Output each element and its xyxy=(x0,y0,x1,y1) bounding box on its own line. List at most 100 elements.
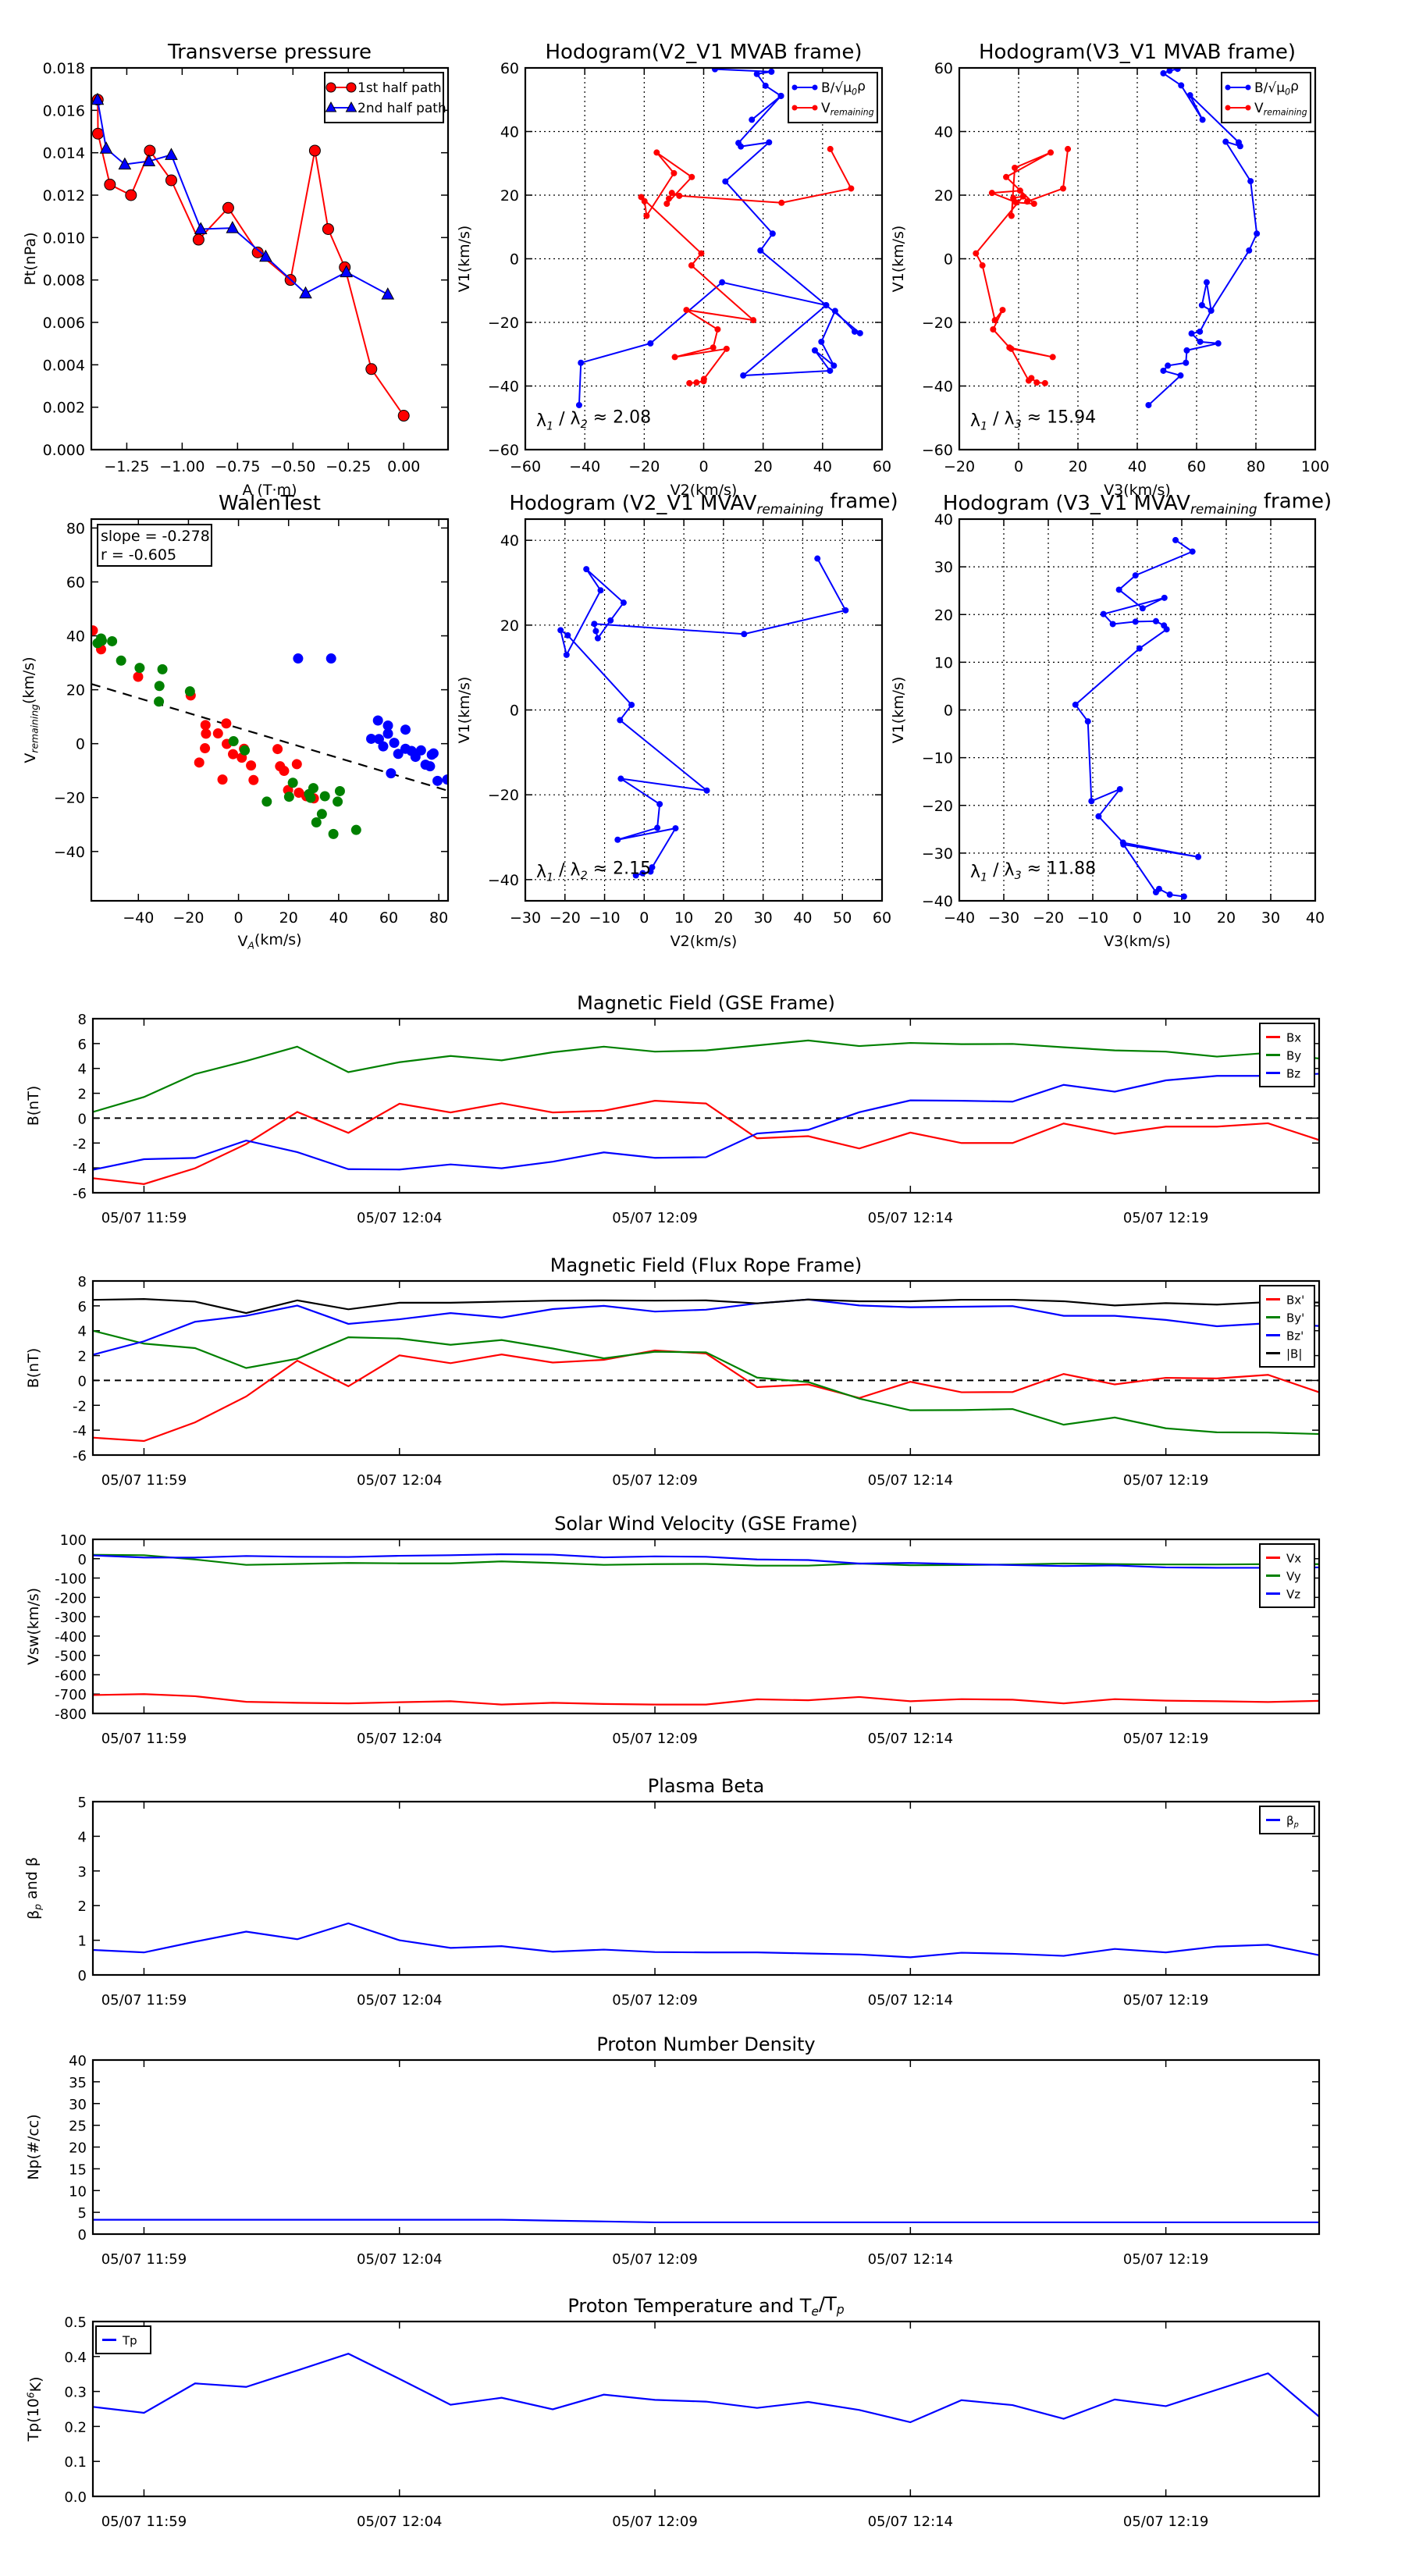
data-point xyxy=(319,791,330,802)
hodogram-v3-v1-mvav-chart: −40 −30 −20 −10 0 10 20 30 40 −40 −30 −20 −10 0 10 20 30… xyxy=(890,489,1332,950)
data-point xyxy=(564,632,571,639)
data-point xyxy=(104,178,116,190)
data-point xyxy=(1235,139,1242,146)
x-tick-label: 05/07 12:09 xyxy=(612,2251,697,2268)
data-point xyxy=(711,68,718,73)
data-point xyxy=(578,359,585,366)
data-point xyxy=(226,221,240,233)
data-point xyxy=(1246,247,1253,254)
proton-number-density-chart: 05/07 11:59 05/07 12:04 05/07 12:09 05/07 1… xyxy=(25,2033,1321,2268)
y-axis-label: B(nT) xyxy=(25,1086,42,1126)
y-tick-label: 0.016 xyxy=(43,102,85,119)
legend-label: 2nd half path xyxy=(357,101,446,116)
legend-label: B/√μ0​ρ xyxy=(821,79,866,97)
data-point xyxy=(592,628,599,635)
plot-area xyxy=(973,68,1261,408)
y-tick-label: 0 xyxy=(78,1373,87,1389)
data-point xyxy=(643,212,650,219)
data-point xyxy=(428,748,439,759)
y-tick-label: 20 xyxy=(500,617,519,635)
data-point xyxy=(575,401,582,408)
y-axis-label: Np(#/cc) xyxy=(25,2114,42,2179)
data-point xyxy=(154,696,165,707)
data-point xyxy=(670,169,678,176)
data-point xyxy=(663,201,670,208)
series-line-p xyxy=(93,1922,1319,1959)
data-point xyxy=(617,717,624,724)
x-axis-label: V2(km/s) xyxy=(670,482,738,499)
data-point xyxy=(305,792,316,803)
y-tick-label: -6 xyxy=(73,1448,87,1464)
data-point xyxy=(1254,230,1261,237)
series-line-bz xyxy=(93,1298,1319,1356)
y-tick-label: -6 xyxy=(73,1186,87,1202)
y-tick-label: −40 xyxy=(488,872,519,889)
data-point xyxy=(668,190,675,197)
y-tick-label: 5 xyxy=(78,2205,87,2222)
y-tick-label: 30 xyxy=(934,559,953,576)
axes-frame xyxy=(91,1538,1321,1715)
data-point xyxy=(1008,345,1015,352)
legend-label: |B| xyxy=(1286,1347,1302,1361)
y-tick-label: 60 xyxy=(66,574,85,591)
y-tick-label: 0.012 xyxy=(43,187,85,205)
data-point xyxy=(1155,885,1162,892)
data-point xyxy=(259,249,272,262)
data-point xyxy=(1215,340,1222,347)
series-line-bx xyxy=(93,1100,1319,1185)
x-tick-label: 0 xyxy=(639,909,649,927)
data-point xyxy=(1049,354,1056,361)
data-point xyxy=(1132,572,1139,579)
data-point xyxy=(719,279,726,286)
x-tick-label: 05/07 11:59 xyxy=(101,1992,187,2008)
data-point xyxy=(1012,164,1019,171)
data-point xyxy=(378,741,389,752)
x-tick-label: 05/07 12:14 xyxy=(868,1992,953,2008)
data-point xyxy=(283,792,294,802)
data-point xyxy=(1199,116,1206,123)
y-tick-label: 6 xyxy=(78,1299,87,1315)
chart-title: Proton Number Density xyxy=(596,2033,815,2055)
data-point xyxy=(246,760,257,771)
eigenvalue-ratio-annotation: λ1​ / λ2​ ≈ 2.08 xyxy=(536,407,651,432)
chart-title: WalenTest xyxy=(219,492,321,515)
data-point xyxy=(617,775,624,782)
data-point xyxy=(703,787,710,794)
data-point xyxy=(251,246,264,258)
x-tick-label: 20 xyxy=(279,909,298,927)
chart-title: Hodogram (V2_V1 MVAVremaining​ frame) xyxy=(509,489,898,517)
data-point xyxy=(735,140,742,147)
x-tick-label: 05/07 12:04 xyxy=(357,1992,442,2008)
y-tick-label: 0 xyxy=(78,1968,87,1984)
data-point xyxy=(325,653,336,664)
data-point xyxy=(1003,173,1010,180)
data-point xyxy=(723,345,730,352)
x-tick-label: 05/07 11:59 xyxy=(101,1472,187,1489)
y-tick-label: 20 xyxy=(69,2140,87,2157)
x-tick-label: −20 xyxy=(550,909,581,927)
data-point xyxy=(778,199,785,206)
data-point xyxy=(1041,379,1048,386)
plot-area xyxy=(91,625,448,839)
x-tick-label: 40 xyxy=(813,458,832,475)
x-tick-label: 80 xyxy=(429,909,448,927)
plot-area xyxy=(93,1039,1319,1185)
x-tick-label: 60 xyxy=(379,909,398,927)
y-tick-label: 0.018 xyxy=(43,60,85,77)
plot-area xyxy=(93,2218,1319,2224)
legend-label: Vx xyxy=(1286,1552,1301,1566)
y-tick-label: 0 xyxy=(76,736,85,753)
y-tick-label: −20 xyxy=(488,787,519,804)
axes-frame xyxy=(524,66,884,451)
legend-label: 1st half path xyxy=(357,80,442,96)
data-point xyxy=(638,194,645,201)
y-tick-label: 0.010 xyxy=(43,229,85,247)
plot-area xyxy=(93,1553,1319,1706)
y-tick-label: 0 xyxy=(510,251,519,269)
data-point xyxy=(557,627,564,634)
x-axis-label: V3(km/s) xyxy=(1104,482,1171,499)
data-point xyxy=(442,774,448,785)
y-tick-label: 10 xyxy=(934,654,953,671)
plot-area xyxy=(557,555,849,879)
legend: B/√μ0​ρ Vremaining​ xyxy=(788,72,878,123)
